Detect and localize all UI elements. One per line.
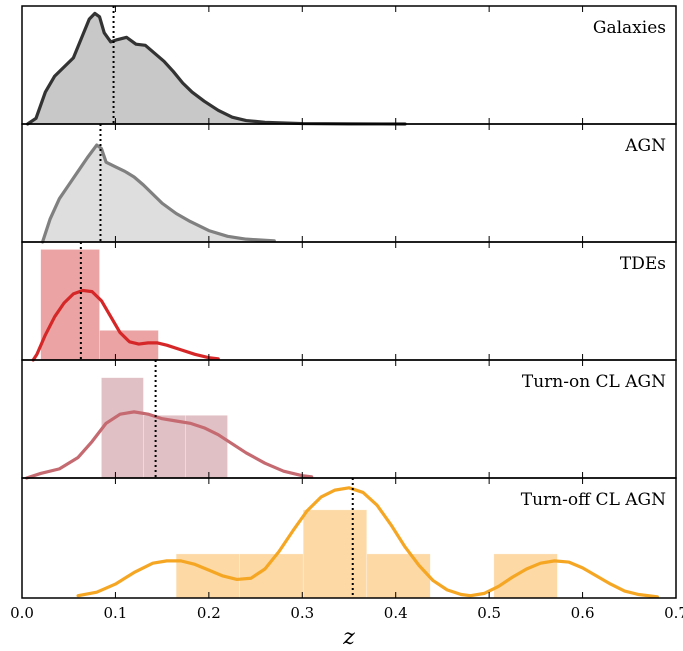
panel-tdes: TDEs bbox=[21, 241, 677, 362]
x-tick-label-6: 0.6 bbox=[571, 604, 595, 622]
panel-label-tdes: TDEs bbox=[620, 254, 666, 274]
x-tick-label-5: 0.5 bbox=[477, 604, 501, 622]
kde-line-turn-on-cl-agn bbox=[25, 410, 314, 480]
panel-label-turn-off-cl-agn: Turn-off CL AGN bbox=[521, 490, 666, 510]
panel-galaxies: Galaxies bbox=[21, 5, 677, 126]
panel-agn: AGN bbox=[21, 123, 677, 244]
x-axis-label: z bbox=[342, 625, 355, 647]
x-tick-label-3: 0.3 bbox=[290, 604, 314, 622]
hist-bar-turn-on-cl-agn-2 bbox=[185, 414, 228, 479]
panel-turn-on-cl-agn: Turn-on CL AGN bbox=[21, 359, 677, 480]
kde-fill-agn bbox=[42, 145, 275, 242]
kde-line-tdes bbox=[31, 288, 220, 362]
kde-line-turn-off-cl-agn bbox=[76, 486, 659, 599]
hist-bar-turn-on-cl-agn-0 bbox=[101, 377, 144, 479]
x-tick-label-0: 0.0 bbox=[10, 604, 34, 622]
panel-frame-turn-off-cl-agn bbox=[21, 477, 677, 599]
hist-bar-turn-off-cl-agn-2 bbox=[302, 509, 368, 599]
x-tick-label-2: 0.2 bbox=[197, 604, 221, 622]
panel-label-turn-on-cl-agn: Turn-on CL AGN bbox=[522, 372, 666, 392]
panel-label-agn: AGN bbox=[624, 136, 666, 156]
x-tick-label-7: 0.7 bbox=[664, 604, 683, 622]
panel-label-galaxies: Galaxies bbox=[593, 18, 666, 38]
hist-bar-tdes-1 bbox=[99, 330, 159, 361]
x-tick-label-1: 0.1 bbox=[103, 604, 127, 622]
kde-fill-galaxies bbox=[27, 13, 406, 125]
kde-line-galaxies bbox=[26, 11, 407, 126]
hist-bar-turn-off-cl-agn-3 bbox=[366, 553, 431, 599]
panel-turn-off-cl-agn: Turn-off CL AGN bbox=[21, 477, 677, 599]
x-tick-label-4: 0.4 bbox=[384, 604, 408, 622]
kde-line-agn bbox=[40, 143, 276, 244]
hist-bar-turn-on-cl-agn-1 bbox=[143, 414, 186, 479]
hist-bar-tdes-0 bbox=[40, 249, 100, 361]
